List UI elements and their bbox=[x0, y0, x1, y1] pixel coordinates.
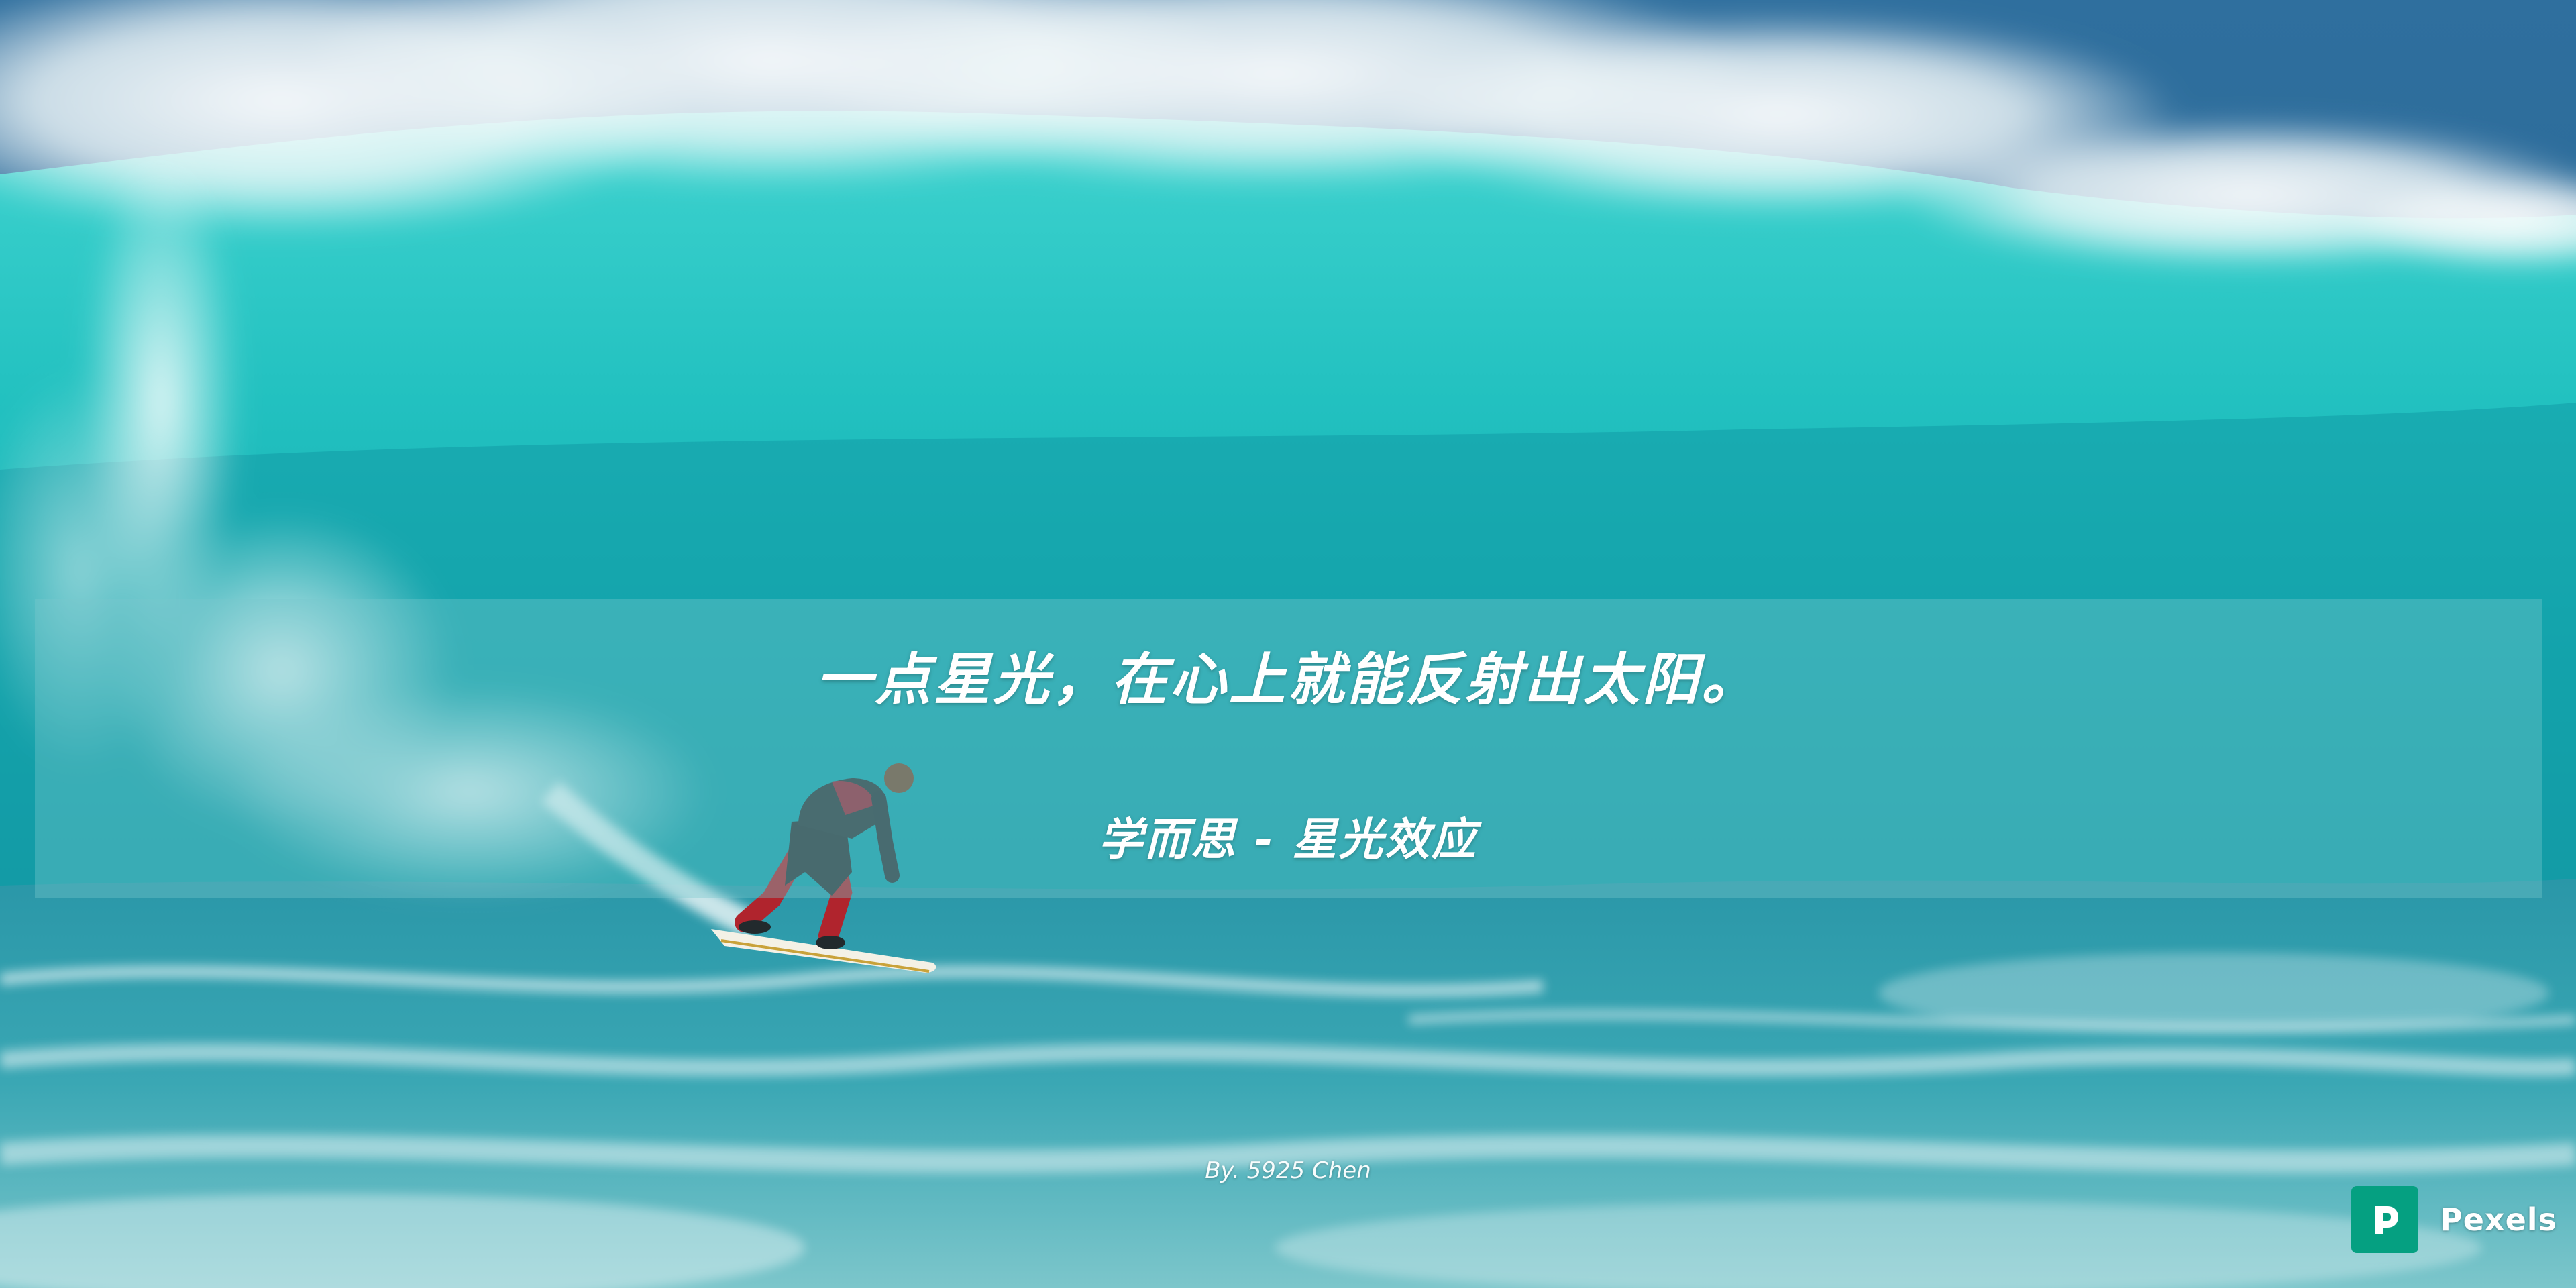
quote-source: 学而思 - 星光效应 bbox=[1098, 814, 1478, 865]
pexels-logo-icon bbox=[2351, 1186, 2418, 1253]
surfer bbox=[711, 763, 936, 973]
pexels-watermark: Pexels bbox=[2351, 1186, 2557, 1253]
pexels-wordmark: Pexels bbox=[2440, 1201, 2557, 1238]
author-credit: By. 5925 Chen bbox=[1205, 1157, 1371, 1184]
quote-text: 一点星光，在心上就能反射出太阳。 bbox=[815, 647, 1760, 712]
quote-overlay-band bbox=[35, 599, 2542, 898]
